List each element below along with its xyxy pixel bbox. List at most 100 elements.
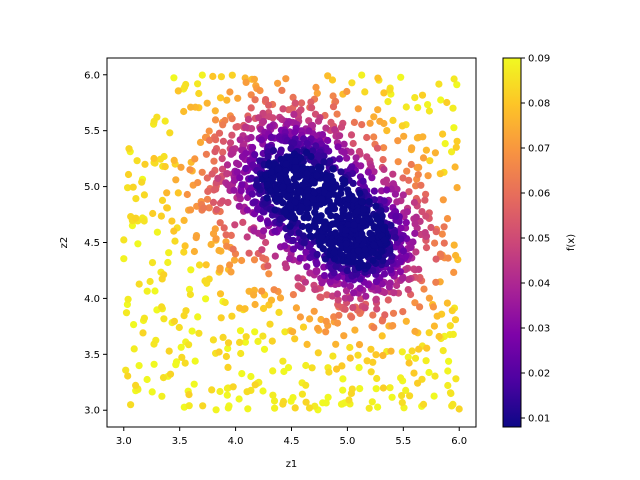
scatter-point [365, 404, 373, 412]
scatter-point [236, 327, 245, 335]
scatter-point [160, 315, 168, 323]
scatter-point [411, 220, 419, 228]
colorbar-tick-label: 0.05 [528, 234, 550, 245]
scatter-point [425, 107, 433, 115]
scatter-point [286, 222, 294, 230]
scatter-point [343, 267, 351, 275]
scatter-point [438, 230, 446, 238]
scatter-point [218, 165, 227, 173]
scatter-point [286, 185, 294, 193]
scatter-point [232, 123, 240, 131]
scatter-point [282, 167, 290, 175]
scatter-point [414, 104, 422, 112]
scatter-point [194, 80, 202, 88]
scatter-point [251, 381, 259, 389]
scatter-point [419, 133, 427, 141]
scatter-point [336, 249, 344, 257]
scatter-point [432, 278, 440, 286]
scatter-point [324, 136, 332, 145]
scatter-point [363, 133, 371, 142]
scatter-point [139, 329, 147, 337]
scatter-point [168, 217, 176, 225]
scatter-point [275, 308, 283, 316]
scatter-point [439, 130, 447, 138]
scatter-point [358, 198, 366, 206]
scatter-point [270, 397, 279, 405]
scatter-point [302, 248, 310, 256]
x-tick-label: 3.5 [172, 436, 188, 447]
colorbar-ticks: 0.01 0.02 0.03 0.04 0.05 0.06 0.07 0.08 0.09 [521, 54, 550, 425]
scatter-point [356, 385, 364, 393]
scatter-point [224, 404, 232, 412]
scatter-point [450, 75, 458, 83]
scatter-point [446, 322, 454, 330]
scatter-point [170, 156, 178, 164]
scatter-point [360, 183, 369, 191]
y-tick-label: 3.5 [84, 350, 100, 361]
scatter-point [181, 242, 189, 250]
scatter-point [122, 309, 131, 317]
scatter-point [319, 245, 327, 253]
scatter-point [130, 345, 138, 353]
scatter-point [143, 375, 151, 384]
scatter-point [132, 195, 140, 203]
scatter-point [303, 148, 311, 156]
scatter-point [370, 113, 378, 121]
scatter-point [303, 263, 311, 271]
scatter-point [296, 254, 304, 262]
scatter-point [283, 177, 291, 185]
scatter-point [380, 165, 388, 173]
scatter-point [242, 123, 250, 131]
scatter-point [228, 71, 236, 79]
scatter-point [345, 189, 353, 197]
scatter-point [350, 289, 358, 297]
scatter-point [318, 195, 326, 203]
scatter-point [349, 139, 357, 148]
scatter-point [386, 246, 394, 254]
scatter-point [335, 311, 343, 319]
scatter-point [341, 305, 349, 313]
scatter-point [350, 252, 358, 261]
scatter-point [420, 285, 428, 293]
scatter-point [331, 229, 339, 237]
scatter-point [161, 117, 169, 125]
scatter-point [122, 366, 130, 374]
scatter-point [389, 170, 397, 178]
scatter-point [164, 258, 172, 267]
scatter-point [450, 124, 458, 132]
scatter-point [224, 344, 232, 353]
scatter-point [333, 110, 341, 118]
colorbar [502, 57, 522, 428]
scatter-point [397, 73, 405, 81]
scatter-point [312, 203, 320, 211]
scatter-point [389, 116, 397, 124]
scatter-point [186, 166, 194, 174]
scatter-point [282, 75, 290, 83]
scatter-point [216, 290, 225, 298]
scatter-point [397, 235, 405, 243]
scatter-point [227, 150, 235, 158]
scatter-point [431, 239, 439, 247]
scatter-point [415, 345, 423, 353]
scatter-point [217, 314, 225, 322]
scatter-point [444, 367, 452, 375]
scatter-point [372, 385, 380, 393]
scatter-point [391, 190, 399, 198]
scatter-point [431, 372, 439, 380]
scatter-point [303, 340, 311, 348]
scatter-point [158, 392, 166, 400]
scatter-point [411, 327, 419, 335]
x-tick-label: 4.5 [284, 436, 300, 447]
scatter-point [390, 289, 398, 297]
scatter-point [291, 335, 299, 343]
scatter-point [349, 179, 357, 187]
scatter-point [409, 238, 417, 246]
scatter-point [182, 307, 190, 315]
scatter-point [198, 168, 206, 176]
scatter-point [441, 140, 449, 148]
scatter-point [223, 391, 231, 399]
scatter-point [402, 317, 410, 325]
scatter-point [235, 395, 243, 403]
scatter-point [124, 170, 133, 179]
scatter-point [264, 181, 272, 189]
